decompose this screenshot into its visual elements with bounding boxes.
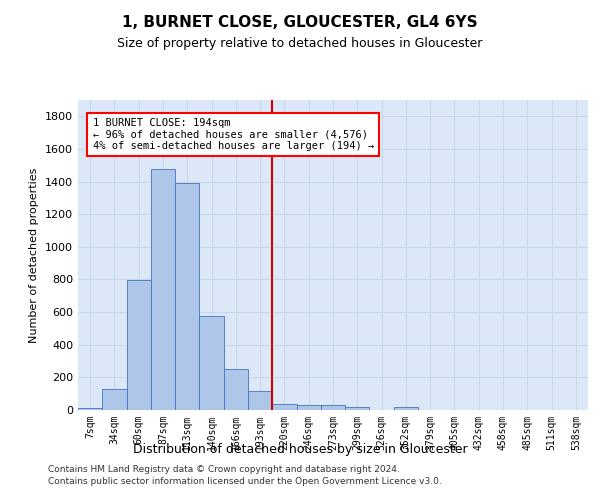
Text: Distribution of detached houses by size in Gloucester: Distribution of detached houses by size … [133,442,467,456]
Text: Contains HM Land Registry data © Crown copyright and database right 2024.: Contains HM Land Registry data © Crown c… [48,466,400,474]
Bar [394,406,418,410]
Bar [175,183,199,410]
Bar [199,316,224,410]
Text: Contains public sector information licensed under the Open Government Licence v3: Contains public sector information licen… [48,477,442,486]
Bar [78,408,102,410]
Bar [102,389,127,410]
Bar [321,405,345,410]
Bar [224,369,248,410]
Bar [296,405,321,410]
Bar [151,168,175,410]
Text: 1, BURNET CLOSE, GLOUCESTER, GL4 6YS: 1, BURNET CLOSE, GLOUCESTER, GL4 6YS [122,15,478,30]
Y-axis label: Number of detached properties: Number of detached properties [29,168,40,342]
Bar [127,280,151,410]
Text: Size of property relative to detached houses in Gloucester: Size of property relative to detached ho… [118,38,482,51]
Bar [248,391,272,410]
Text: 1 BURNET CLOSE: 194sqm
← 96% of detached houses are smaller (4,576)
4% of semi-d: 1 BURNET CLOSE: 194sqm ← 96% of detached… [92,118,374,151]
Bar [345,406,370,410]
Bar [272,404,296,410]
